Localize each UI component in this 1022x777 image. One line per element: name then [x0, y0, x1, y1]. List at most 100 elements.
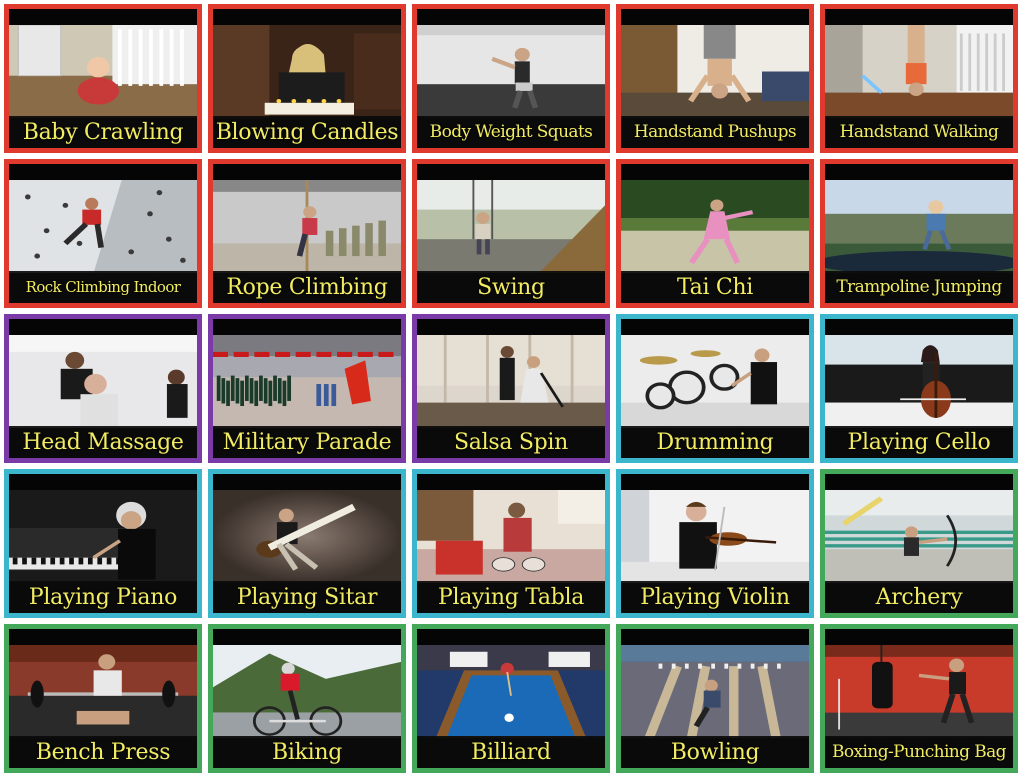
letterbox-bar: [621, 629, 809, 645]
action-class-caption: Playing Violin: [621, 581, 809, 613]
video-frame-image: [213, 490, 401, 583]
action-class-caption: Playing Cello: [825, 426, 1013, 458]
video-frame-image: [621, 490, 809, 583]
action-class-caption: Swing: [417, 271, 605, 303]
action-class-caption: Playing Tabla: [417, 581, 605, 613]
video-frame-image: [825, 645, 1013, 738]
video-thumbnail-tile: Blowing Candles: [208, 4, 406, 153]
video-frame-image: [825, 335, 1013, 428]
letterbox-bar: [621, 9, 809, 25]
video-thumbnail-tile: Archery: [820, 469, 1018, 618]
letterbox-bar: [417, 629, 605, 645]
video-thumbnail-tile: Drumming: [616, 314, 814, 463]
video-frame-image: [417, 490, 605, 583]
video-frame-image: [417, 25, 605, 118]
letterbox-bar: [213, 9, 401, 25]
letterbox-bar: [417, 164, 605, 180]
video-frame-image: [213, 180, 401, 273]
action-class-caption: Bowling: [621, 736, 809, 768]
action-class-caption: Playing Piano: [9, 581, 197, 613]
action-class-caption: Playing Sitar: [213, 581, 401, 613]
video-frame-image: [9, 180, 197, 273]
action-class-caption: Boxing-Punching Bag: [825, 736, 1013, 768]
letterbox-bar: [9, 164, 197, 180]
action-class-caption: Handstand Pushups: [621, 116, 809, 148]
video-frame-image: [9, 645, 197, 738]
video-frame-image: [417, 180, 605, 273]
video-thumbnail-tile: Bowling: [616, 624, 814, 773]
letterbox-bar: [417, 319, 605, 335]
video-thumbnail-tile: Handstand Walking: [820, 4, 1018, 153]
video-thumbnail-tile: Body Weight Squats: [412, 4, 610, 153]
video-thumbnail-tile: Playing Tabla: [412, 469, 610, 618]
letterbox-bar: [825, 629, 1013, 645]
video-frame-image: [825, 180, 1013, 273]
letterbox-bar: [9, 474, 197, 490]
video-thumbnail-tile: Playing Violin: [616, 469, 814, 618]
letterbox-bar: [213, 629, 401, 645]
video-thumbnail-tile: Boxing-Punching Bag: [820, 624, 1018, 773]
video-frame-image: [9, 490, 197, 583]
action-class-caption: Blowing Candles: [213, 116, 401, 148]
action-class-caption: Rock Climbing Indoor: [9, 271, 197, 303]
video-frame-image: [213, 335, 401, 428]
video-thumbnail-tile: Salsa Spin: [412, 314, 610, 463]
video-frame-image: [213, 645, 401, 738]
video-thumbnail-tile: Playing Sitar: [208, 469, 406, 618]
video-thumbnail-tile: Trampoline Jumping: [820, 159, 1018, 308]
video-frame-image: [9, 335, 197, 428]
video-thumbnail-tile: Military Parade: [208, 314, 406, 463]
letterbox-bar: [213, 319, 401, 335]
video-frame-image: [417, 645, 605, 738]
letterbox-bar: [9, 9, 197, 25]
letterbox-bar: [825, 9, 1013, 25]
video-thumbnail-tile: Bench Press: [4, 624, 202, 773]
letterbox-bar: [417, 474, 605, 490]
video-thumbnail-tile: Rope Climbing: [208, 159, 406, 308]
video-thumbnail-tile: Playing Piano: [4, 469, 202, 618]
action-class-caption: Rope Climbing: [213, 271, 401, 303]
video-thumbnail-tile: Tai Chi: [616, 159, 814, 308]
video-frame-image: [825, 490, 1013, 583]
action-class-caption: Body Weight Squats: [417, 116, 605, 148]
video-frame-image: [621, 180, 809, 273]
letterbox-bar: [9, 629, 197, 645]
letterbox-bar: [417, 9, 605, 25]
video-thumbnail-tile: Baby Crawling: [4, 4, 202, 153]
letterbox-bar: [213, 474, 401, 490]
action-class-caption: Salsa Spin: [417, 426, 605, 458]
video-thumbnail-tile: Handstand Pushups: [616, 4, 814, 153]
letterbox-bar: [621, 319, 809, 335]
video-frame-image: [825, 25, 1013, 118]
video-thumbnail-tile: Swing: [412, 159, 610, 308]
action-class-caption: Military Parade: [213, 426, 401, 458]
video-frame-image: [621, 25, 809, 118]
video-frame-image: [417, 335, 605, 428]
letterbox-bar: [621, 164, 809, 180]
letterbox-bar: [621, 474, 809, 490]
letterbox-bar: [9, 319, 197, 335]
action-class-caption: Head Massage: [9, 426, 197, 458]
video-frame-image: [621, 645, 809, 738]
action-class-caption: Bench Press: [9, 736, 197, 768]
video-thumbnail-tile: Playing Cello: [820, 314, 1018, 463]
letterbox-bar: [213, 164, 401, 180]
video-thumbnail-tile: Biking: [208, 624, 406, 773]
video-frame-image: [213, 25, 401, 118]
letterbox-bar: [825, 319, 1013, 335]
action-class-caption: Biking: [213, 736, 401, 768]
action-class-caption: Handstand Walking: [825, 116, 1013, 148]
letterbox-bar: [825, 164, 1013, 180]
video-frame-image: [621, 335, 809, 428]
action-class-caption: Trampoline Jumping: [825, 271, 1013, 303]
action-class-caption: Drumming: [621, 426, 809, 458]
video-frame-image: [9, 25, 197, 118]
action-class-caption: Tai Chi: [621, 271, 809, 303]
letterbox-bar: [825, 474, 1013, 490]
action-class-caption: Billiard: [417, 736, 605, 768]
action-class-caption: Baby Crawling: [9, 116, 197, 148]
video-thumbnail-tile: Head Massage: [4, 314, 202, 463]
video-thumbnail-tile: Rock Climbing Indoor: [4, 159, 202, 308]
video-thumbnail-tile: Billiard: [412, 624, 610, 773]
